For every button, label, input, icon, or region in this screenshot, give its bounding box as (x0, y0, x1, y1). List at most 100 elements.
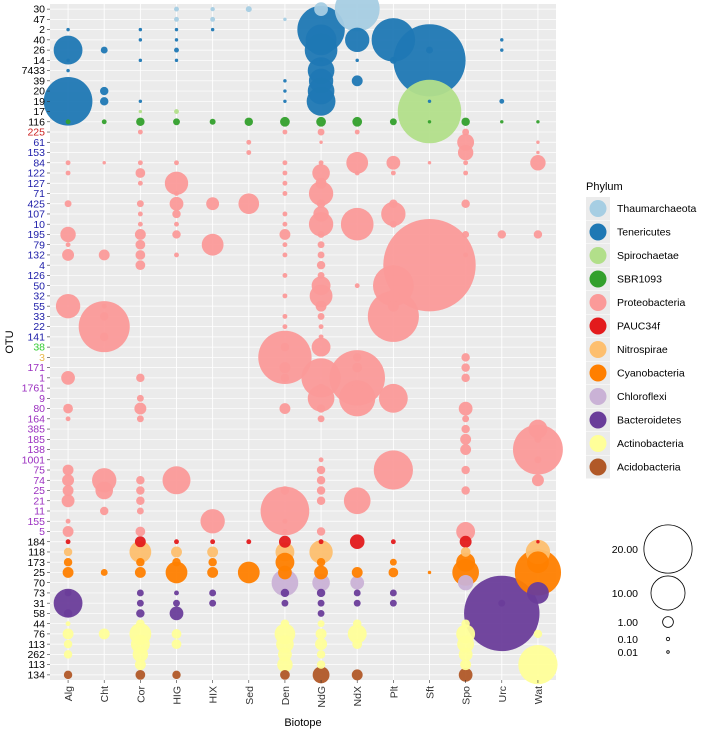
bubble-point (312, 573, 330, 592)
bubble-point (318, 160, 324, 166)
y-tick-label: 113 (28, 639, 45, 651)
bubble-point (61, 494, 75, 508)
bubble-point (53, 35, 83, 65)
bubble-point (534, 435, 542, 443)
y-tick-label: 164 (27, 413, 45, 425)
bubble-point (308, 181, 334, 206)
y-tick-label: 155 (27, 516, 45, 528)
legend-key-swatch (589, 200, 607, 217)
y-tick-label: 20 (33, 86, 45, 98)
bubble-point (351, 382, 363, 394)
bubble-point (174, 47, 179, 53)
y-tick-label: 425 (27, 198, 45, 210)
y-tick-label: 58 (33, 608, 45, 620)
y-tick-label: 11 (34, 506, 45, 518)
bubble-point (65, 416, 71, 422)
bubble-point (389, 558, 397, 566)
bubble-point (386, 289, 400, 303)
y-tick-label: 31 (33, 598, 45, 610)
data-bubbles (43, 0, 563, 685)
bubble-point (309, 540, 333, 564)
legend-key-swatch (589, 317, 607, 335)
bubble-point (318, 539, 324, 545)
bubble-point (316, 116, 326, 127)
bubble-point (317, 271, 325, 279)
x-tick-label: NdG (316, 686, 328, 708)
bubble-point (65, 539, 71, 545)
bubble-point (134, 659, 146, 671)
y-tick-label: 50 (33, 280, 45, 292)
bubble-point (174, 6, 179, 12)
bubble-point (352, 619, 362, 628)
bubble-point (282, 211, 288, 217)
bubble-point (171, 546, 182, 558)
bubble-point (209, 589, 217, 597)
bubble-point (311, 276, 331, 296)
legend-key-swatch (589, 411, 607, 429)
bubble-point (66, 68, 70, 73)
bubble-point (317, 599, 325, 607)
bubble-point (536, 120, 540, 124)
x-tick-label: HIG (172, 686, 184, 705)
legend-item-label: Thaumarchaeota (617, 203, 697, 215)
x-tick-label: Spo (461, 686, 473, 705)
bubble-point (174, 58, 179, 63)
bubble-point (271, 569, 299, 597)
bubble-point (278, 565, 292, 580)
bubble-point (276, 635, 294, 653)
bubble-point (389, 589, 397, 597)
bubble-point (316, 588, 326, 598)
bubble-point (311, 337, 331, 357)
legend-key-swatch (589, 388, 607, 405)
bubble-point (135, 526, 146, 537)
bubble-point (136, 557, 145, 567)
bubble-point (498, 599, 506, 607)
bubble-point (536, 150, 540, 155)
bubble-point (354, 170, 360, 176)
bubble-point (136, 619, 145, 628)
bubble-point (458, 667, 473, 682)
y-tick-label: 30 (33, 4, 45, 16)
y-tick-label: 9 (39, 393, 45, 405)
y-tick-label: 141 (27, 331, 45, 343)
x-tick-label: Alg (63, 686, 75, 701)
bubble-point (351, 75, 363, 87)
bubble-point (210, 27, 215, 32)
bubble-point (62, 474, 75, 487)
bubble-point (282, 529, 288, 534)
bubble-point (138, 99, 143, 104)
bubble-point (174, 191, 179, 196)
bubble-point (136, 373, 145, 383)
bubble-point (53, 588, 83, 618)
bubble-point (460, 444, 472, 455)
bubble-point (246, 150, 252, 155)
bubble-point (305, 24, 337, 56)
bubble-point (65, 518, 71, 524)
y-tick-label: 70 (33, 577, 45, 589)
bubble-point (533, 629, 543, 639)
y-tick-label: 40 (33, 34, 45, 46)
bubble-point (340, 207, 374, 241)
y-tick-label: 171 (27, 362, 45, 374)
bubble-point (174, 109, 179, 114)
bubble-point (136, 599, 144, 607)
y-tick-label: 79 (33, 239, 45, 251)
bubble-point (135, 168, 146, 178)
bubble-point (134, 229, 146, 240)
bubble-point (101, 303, 107, 309)
bubble-point (461, 353, 470, 362)
y-tick-label: 385 (27, 424, 45, 436)
x-tick-label: Wat (533, 686, 545, 704)
bubble-point (316, 383, 326, 393)
x-tick-label: Sed (244, 686, 256, 705)
bubble-point (209, 599, 217, 607)
x-tick-label: HIX (208, 686, 220, 704)
y-tick-label: 113 (28, 659, 45, 671)
bubble-point (171, 629, 182, 639)
bubble-point (169, 196, 184, 211)
y-tick-label: 185 (27, 434, 45, 446)
size-legend-circle (662, 616, 674, 628)
bubble-point (244, 117, 254, 127)
bubble-point (63, 639, 73, 649)
bubble-point (174, 16, 179, 22)
